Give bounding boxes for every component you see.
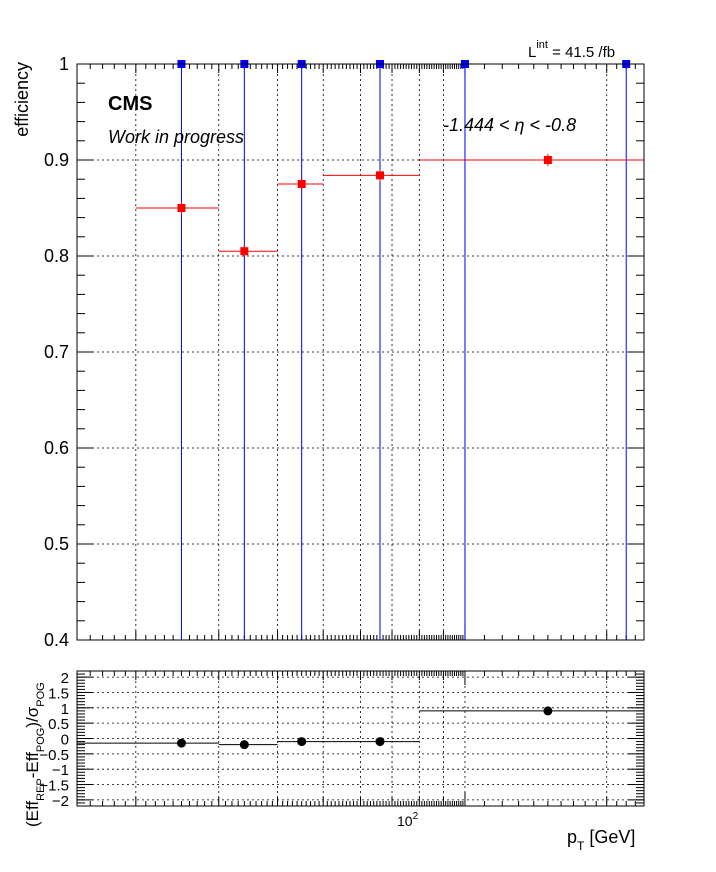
lumi-l: L [528,44,536,61]
ratio-y-tick-label: −0.5 [39,747,69,764]
lumi-superscript: int [536,39,548,51]
ratio-ylabel-p2: -Eff [23,752,42,778]
red-point [543,156,552,164]
x-axis-title-sub: T [577,839,585,853]
ratio-y-tick-label: −1.5 [39,778,69,795]
top-y-tick-label: 0.5 [44,534,69,554]
luminosity-label: Lint = 41.5 /fb [528,39,615,61]
ratio-y-tick-label: 2 [61,670,69,687]
ratio-y-tick-label: 0.5 [48,716,69,733]
x-axis-title-unit: [GeV] [584,827,635,847]
red-point [177,204,186,212]
ratio-y-tick-label: 0 [61,732,69,749]
ratio-y-tick-label: −2 [52,793,69,810]
x-tick-label-100: 102 [397,811,419,829]
top-y-tick-label: 0.9 [44,150,69,170]
y-axis-title: efficiency [12,62,32,137]
ratio-ylabel-p1: (Eff [23,801,42,827]
ratio-point [176,738,186,748]
eta-range-label: -1.444 < η < -0.8 [443,115,576,135]
ratio-ylabel-s2: POG [35,728,47,752]
top-y-tick-labels: 0.4 0.5 0.6 0.7 0.8 0.9 1 [44,54,69,650]
work-in-progress-label: Work in progress [108,127,244,147]
ratio-y-axis-title: (EffREP-EffPOG)/σPOG [23,682,47,827]
ratio-point [543,706,553,716]
red-point [375,171,384,180]
red-point [297,180,306,188]
ratio-panel-frame [76,670,645,807]
ratio-ylabel-s1: REP [35,778,47,801]
x-axis-title: pT [GeV] [567,827,635,853]
ratio-point [239,740,249,750]
lumi-value: = 41.5 /fb [548,44,615,61]
ratio-y-tick-label: 1.5 [48,685,69,702]
top-y-tick-label: 0.4 [44,630,69,650]
ratio-ylabel-s3: POG [35,682,47,706]
top-panel-grid [77,63,644,641]
ratio-y-tick-label: −1 [52,762,69,779]
ratio-ylabel-p3: )/σ [23,706,42,727]
x-tick-base: 10 [397,813,413,829]
top-y-tick-label: 0.6 [44,438,69,458]
x-tick-exponent: 2 [413,811,419,822]
red-point [240,247,249,256]
top-y-tick-label: 0.8 [44,246,69,266]
ratio-y-tick-labels: −2−1.5−1−0.500.511.52 [39,670,69,810]
ratio-point [297,737,307,747]
top-y-tick-label: 0.7 [44,342,69,362]
ratio-panel-marks [77,706,644,750]
ratio-point [375,737,385,747]
top-panel-frame [76,63,645,641]
x-axis-title-main: p [567,827,577,847]
top-panel-marks [135,60,644,640]
ratio-y-tick-label: 1 [61,701,69,718]
ratio-panel-grid [77,671,644,806]
cms-label: CMS [108,93,152,115]
top-y-tick-label: 1 [59,54,69,74]
ratio-panel-ticks [77,670,644,807]
